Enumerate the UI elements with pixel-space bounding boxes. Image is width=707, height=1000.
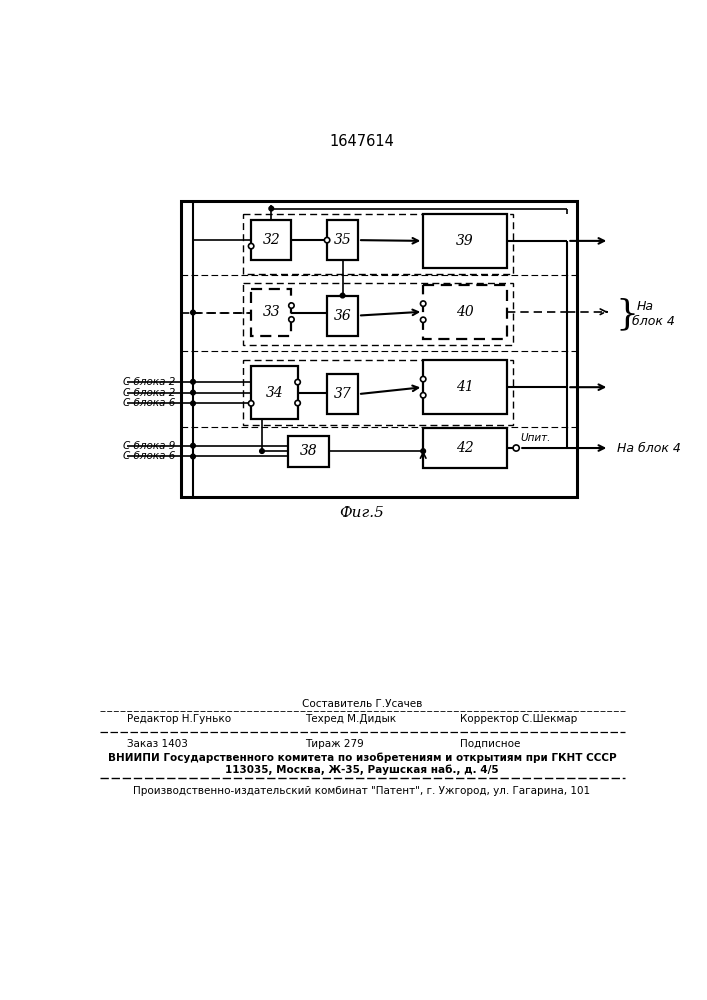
Circle shape [421,301,426,306]
Text: 37: 37 [334,387,351,401]
Circle shape [259,449,264,453]
Bar [251,220,291,260]
Text: 36: 36 [334,309,351,323]
Text: Заказ 1403: Заказ 1403 [127,739,188,749]
Text: 32: 32 [262,233,280,247]
Circle shape [340,293,345,298]
Bar [423,214,507,268]
Circle shape [421,376,426,382]
Bar [423,360,507,414]
Text: Uпит.: Uпит. [521,433,551,443]
Circle shape [248,243,254,249]
Bar [327,296,358,336]
Bar [243,360,513,425]
Bar [423,428,507,468]
Circle shape [513,445,519,451]
Text: }: } [615,297,638,331]
Circle shape [191,390,195,395]
Text: Фиг.5: Фиг.5 [339,506,385,520]
Text: С блока 6: С блока 6 [123,398,175,408]
Text: 35: 35 [334,233,351,247]
Circle shape [325,237,329,243]
Bar [243,214,513,274]
Text: 1647614: 1647614 [329,134,395,149]
Bar [182,201,577,497]
Text: На блок 4: На блок 4 [617,442,681,455]
Text: Производственно-издательский комбинат "Патент", г. Ужгород, ул. Гагарина, 101: Производственно-издательский комбинат "П… [134,786,590,796]
Text: 41: 41 [456,380,474,394]
Bar [251,289,291,336]
Text: 40: 40 [456,305,474,319]
Text: блок 4: блок 4 [633,315,675,328]
Circle shape [191,379,195,384]
Text: Корректор С.Шекмар: Корректор С.Шекмар [460,714,578,724]
Circle shape [191,443,195,448]
Circle shape [288,317,294,322]
Text: Редактор Н.Гунько: Редактор Н.Гунько [127,714,231,724]
Circle shape [269,206,274,211]
Bar [327,220,358,260]
Circle shape [421,449,426,453]
Text: 113035, Москва, Ж-35, Раушская наб., д. 4/5: 113035, Москва, Ж-35, Раушская наб., д. … [225,765,498,775]
Circle shape [421,393,426,398]
Text: С блока 2: С блока 2 [123,388,175,398]
Text: С блока 6: С блока 6 [123,451,175,461]
Bar [243,283,513,345]
Text: 42: 42 [456,441,474,455]
Text: 39: 39 [456,234,474,248]
Circle shape [191,454,195,459]
Text: Тираж 279: Тираж 279 [305,739,364,749]
Bar [251,366,298,419]
Text: С блока 9: С блока 9 [123,441,175,451]
Circle shape [248,401,254,406]
Bar [327,374,358,414]
Circle shape [295,379,300,385]
Text: 34: 34 [266,386,284,400]
Circle shape [295,400,300,406]
Text: Составитель Г.Усачев: Составитель Г.Усачев [302,699,422,709]
Text: С блока 2: С блока 2 [123,377,175,387]
Circle shape [191,310,195,315]
Text: 33: 33 [262,306,280,320]
Text: 38: 38 [300,444,317,458]
Circle shape [288,303,294,308]
Bar [288,436,329,466]
Text: Подписное: Подписное [460,739,521,749]
Text: ВНИИПИ Государственного комитета по изобретениям и открытиям при ГКНТ СССР: ВНИИПИ Государственного комитета по изоб… [107,752,617,763]
Text: На: На [637,300,654,313]
Circle shape [191,401,195,406]
Bar [423,285,507,339]
Circle shape [421,317,426,323]
Text: Техред М.Дидык: Техред М.Дидык [305,714,397,724]
